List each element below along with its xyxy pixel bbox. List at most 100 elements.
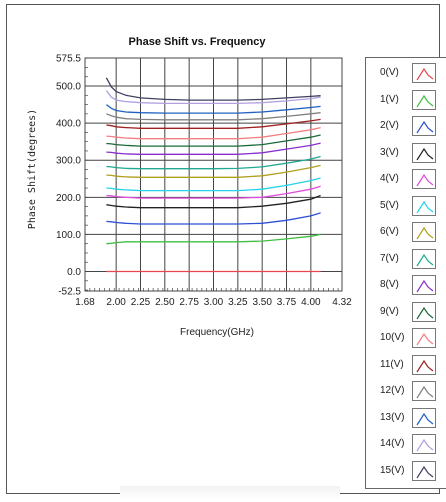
- legend: 0(V) 1(V) 2(V) 3(V) 4(V) 5(V) 6(V) 7(V) 8(V) 9(V)…: [365, 57, 446, 489]
- x-tick-label: 2.00: [106, 297, 126, 308]
- series-line: [106, 177, 321, 192]
- series-lines: [105, 77, 321, 273]
- series-line: [106, 104, 321, 114]
- legend-swatch-line: [416, 67, 434, 81]
- legend-swatch-line: [416, 120, 434, 134]
- chart-title: Phase Shift vs. Frequency: [129, 36, 267, 48]
- legend-swatch: [412, 381, 436, 401]
- legend-item: 11(V): [366, 354, 446, 378]
- y-tick-label: 100.0: [56, 230, 81, 241]
- legend-label: 5(V): [380, 199, 399, 211]
- bottom-shadow: [120, 486, 340, 500]
- series-line: [106, 185, 321, 199]
- series-line: [106, 142, 321, 155]
- chart-frame: Phase Shift vs. Frequency Frequency(GHz)…: [6, 4, 446, 494]
- legend-item: 4(V): [366, 168, 446, 192]
- legend-swatch: [412, 142, 436, 163]
- legend-swatch: [412, 63, 436, 83]
- y-axis-label: Phase Shift(degrees): [27, 109, 38, 229]
- legend-label: 9(V): [380, 305, 399, 317]
- legend-swatch-line: [416, 359, 434, 372]
- legend-item: 3(V): [366, 142, 446, 166]
- series-line: [106, 233, 321, 245]
- legend-swatch: [412, 460, 436, 481]
- legend-swatch: [412, 275, 436, 295]
- series-line: [106, 112, 321, 121]
- legend-label: 10(V): [380, 332, 405, 343]
- legend-item: 10(V): [366, 327, 446, 351]
- legend-label: 6(V): [380, 226, 399, 237]
- x-tick-label: 3.75: [277, 297, 297, 308]
- legend-item: 2(V): [366, 115, 446, 139]
- series-line: [106, 134, 321, 147]
- legend-swatch: [412, 116, 436, 136]
- y-tick-label: 0.0: [67, 267, 81, 278]
- legend-item: 15(V): [366, 460, 446, 484]
- legend-swatch-line: [416, 412, 434, 425]
- legend-swatch-line: [416, 385, 434, 399]
- phase-shift-chart: Phase Shift vs. Frequency Frequency(GHz)…: [27, 36, 352, 338]
- legend-swatch-line: [416, 226, 434, 240]
- series-line: [106, 164, 321, 178]
- y-tick-label: 200.0: [56, 193, 81, 204]
- legend-label: 11(V): [380, 358, 404, 370]
- legend-swatch: [412, 301, 436, 322]
- x-axis-label: Frequency(GHz): [180, 327, 254, 338]
- legend-item: 14(V): [366, 433, 446, 457]
- x-tick-label: 4.00: [301, 297, 321, 308]
- x-tick-label: 2.50: [155, 297, 175, 308]
- legend-item: 12(V): [366, 380, 446, 404]
- series-line: [106, 126, 321, 140]
- legend-swatch: [412, 354, 436, 375]
- legend-swatch-line: [416, 253, 434, 266]
- legend-item: 0(V): [366, 62, 446, 86]
- legend-item: 13(V): [366, 407, 446, 431]
- legend-swatch-line: [416, 94, 434, 107]
- x-tick-label: 3.50: [252, 297, 272, 308]
- legend-item: 7(V): [366, 248, 446, 272]
- axis-ticks: 1.68 2.00 2.25 2.50 2.75 3.00 3.25 3.50 3.75 4.00…: [56, 54, 352, 309]
- series-line: [106, 118, 321, 129]
- legend-label: 14(V): [380, 438, 405, 449]
- grid: [85, 58, 342, 291]
- x-tick-label: 3.00: [204, 297, 224, 308]
- x-tick-label: 3.25: [228, 297, 248, 308]
- y-tick-label: 400.0: [56, 119, 81, 130]
- series-line: [105, 90, 321, 105]
- x-tick-label: 2.75: [179, 297, 199, 308]
- legend-label: 7(V): [380, 252, 399, 264]
- legend-swatch-line: [416, 332, 434, 346]
- legend-swatch-line: [416, 279, 434, 293]
- legend-label: 4(V): [380, 173, 399, 184]
- legend-item: 6(V): [366, 221, 446, 245]
- legend-item: 9(V): [366, 301, 446, 325]
- legend-label: 13(V): [380, 411, 405, 423]
- legend-swatch: [412, 222, 436, 242]
- legend-label: 3(V): [380, 146, 399, 158]
- legend-swatch-line: [416, 200, 434, 213]
- legend-swatch: [412, 89, 436, 110]
- series-line: [106, 194, 321, 209]
- legend-label: 0(V): [380, 67, 399, 78]
- legend-item: 5(V): [366, 195, 446, 219]
- legend-item: 8(V): [366, 274, 446, 298]
- legend-label: 12(V): [380, 385, 405, 396]
- legend-swatch-line: [416, 438, 434, 452]
- legend-swatch: [412, 195, 436, 216]
- legend-swatch: [412, 407, 436, 428]
- legend-swatch-line: [416, 147, 434, 160]
- series-line: [105, 77, 321, 101]
- legend-swatch-line: [416, 465, 434, 478]
- series-line: [106, 155, 321, 170]
- legend-item: 1(V): [366, 89, 446, 113]
- x-tick-label: 1.68: [75, 297, 95, 308]
- plot-area-border: [84, 57, 343, 292]
- legend-label: 8(V): [380, 279, 399, 290]
- y-tick-label: 575.5: [56, 54, 81, 65]
- legend-label: 1(V): [380, 93, 399, 105]
- y-tick-label: 300.0: [56, 156, 81, 167]
- legend-swatch-line: [416, 173, 434, 187]
- legend-swatch: [412, 169, 436, 189]
- y-tick-label: 500.0: [56, 82, 81, 93]
- legend-label: 15(V): [380, 464, 405, 476]
